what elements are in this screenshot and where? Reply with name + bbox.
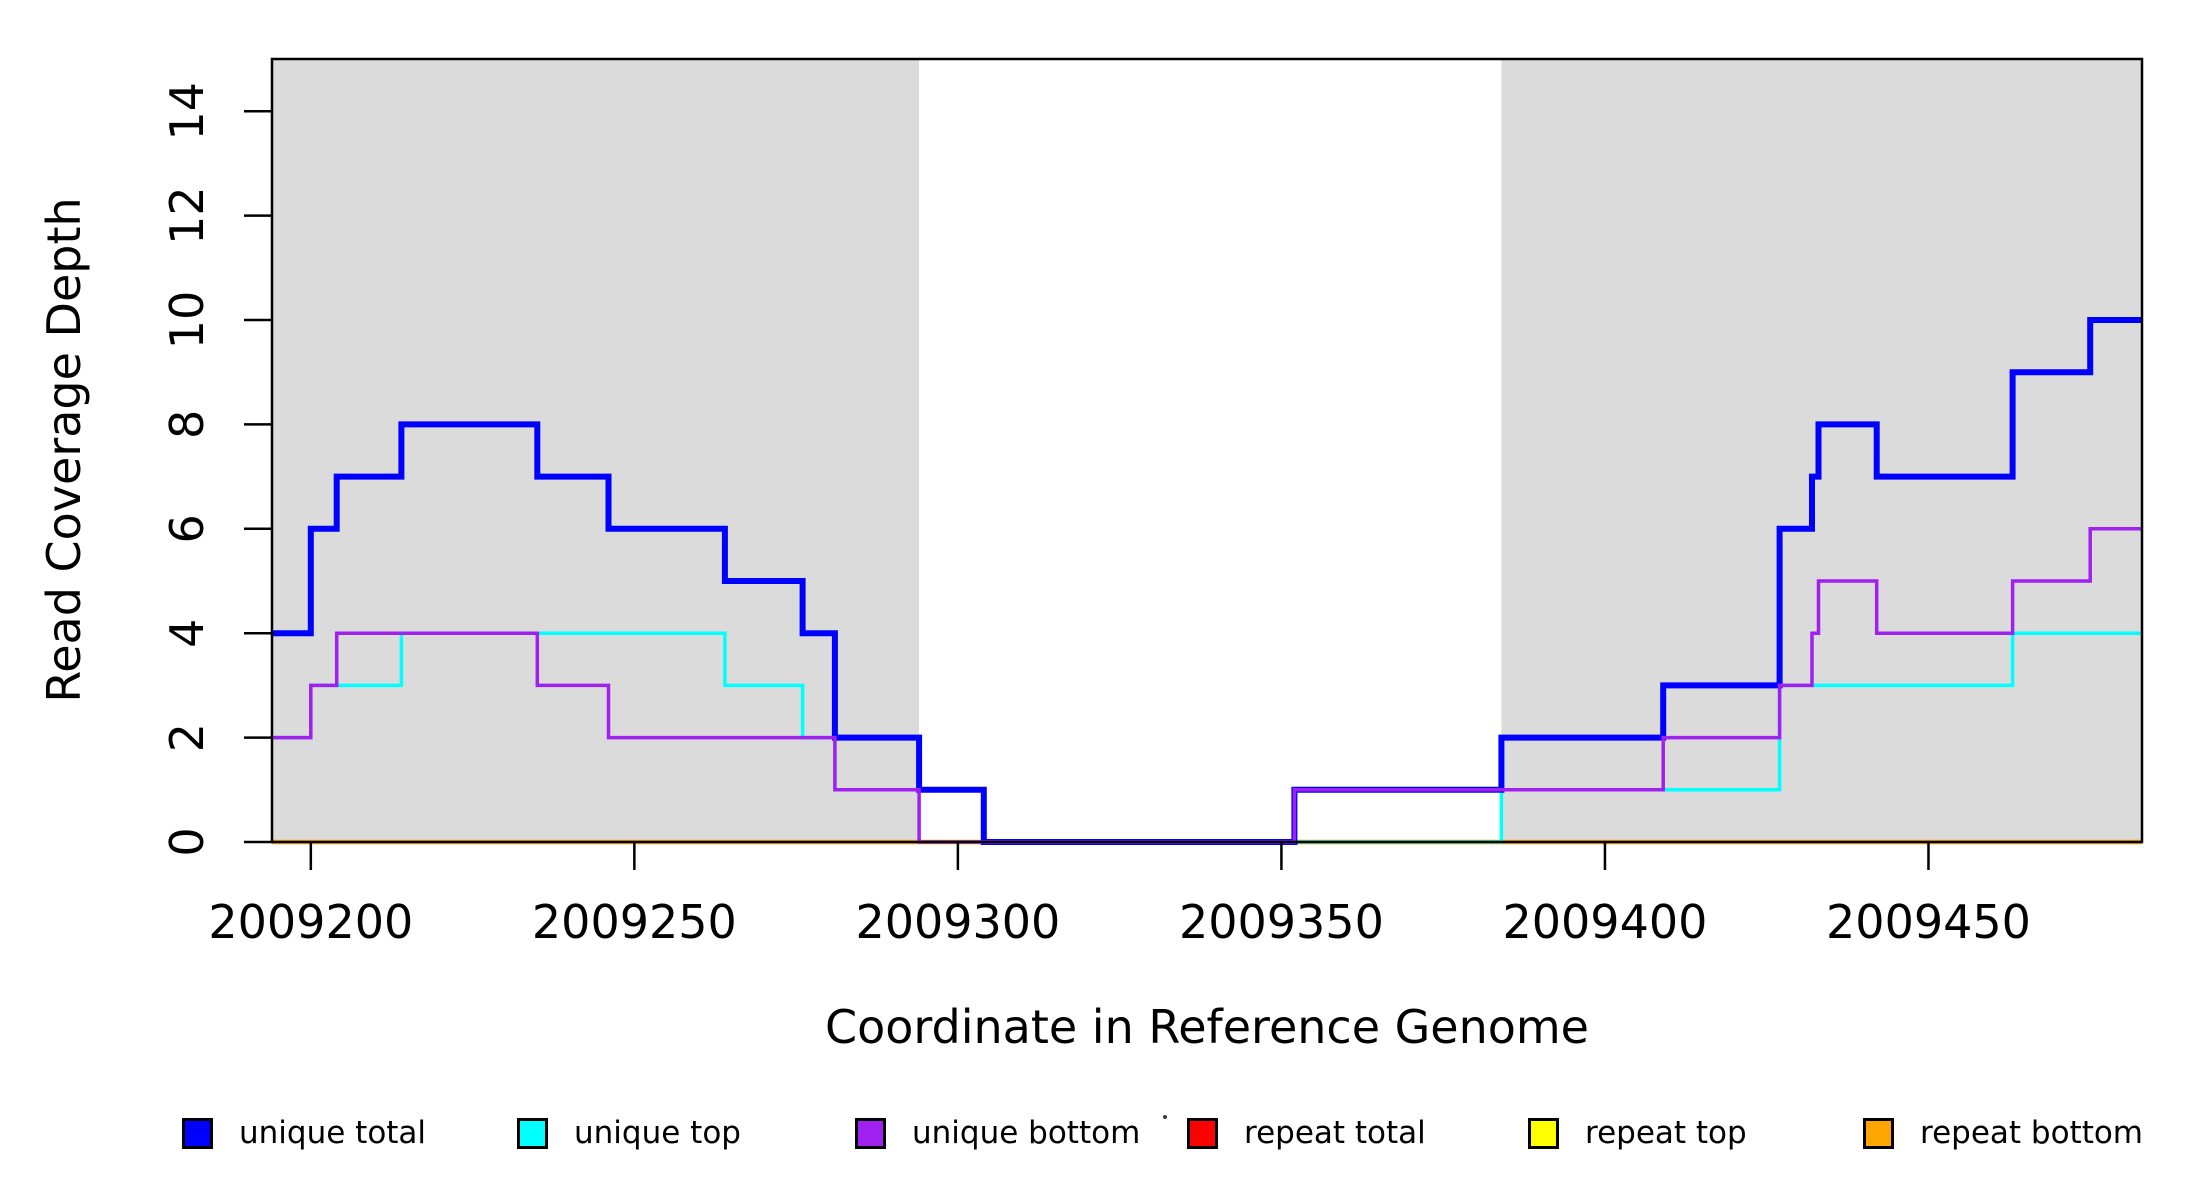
- x-tick-label: 2009300: [855, 895, 1060, 949]
- series-line-unique-total: [272, 317, 2142, 845]
- y-tick-label: 8: [160, 410, 214, 439]
- stray-dot: [1163, 1115, 1167, 1119]
- y-tick-label: 2: [160, 723, 214, 752]
- y-tick-label: 4: [160, 619, 214, 648]
- y-axis: 0 2 4 6 8 10 12 14: [160, 82, 272, 857]
- y-tick-label: 14: [160, 82, 214, 141]
- x-tick-label: 2009250: [532, 895, 737, 949]
- y-tick-label: 0: [160, 827, 214, 856]
- x-tick-label: 2009450: [1826, 895, 2031, 949]
- y-tick-label: 6: [160, 514, 214, 543]
- y-tick-label: 10: [160, 291, 214, 350]
- x-tick-label: 2009400: [1503, 895, 1708, 949]
- repeat-region-shading: [272, 59, 2142, 842]
- x-axis: 2009200 2009250 2009300 2009350 2009400 20094…: [208, 842, 2031, 949]
- x-tick-label: 2009200: [208, 895, 413, 949]
- series-line-unique-bottom: [272, 527, 2142, 844]
- repeat-region: [1501, 59, 2142, 842]
- y-tick-label: 12: [160, 186, 214, 245]
- x-tick-label: 2009350: [1179, 895, 1384, 949]
- plot-border: [270, 57, 2144, 844]
- repeat-region: [272, 59, 920, 842]
- y-axis-title: Read Coverage Depth: [37, 197, 91, 702]
- x-axis-title: Coordinate in Reference Genome: [825, 1000, 1589, 1054]
